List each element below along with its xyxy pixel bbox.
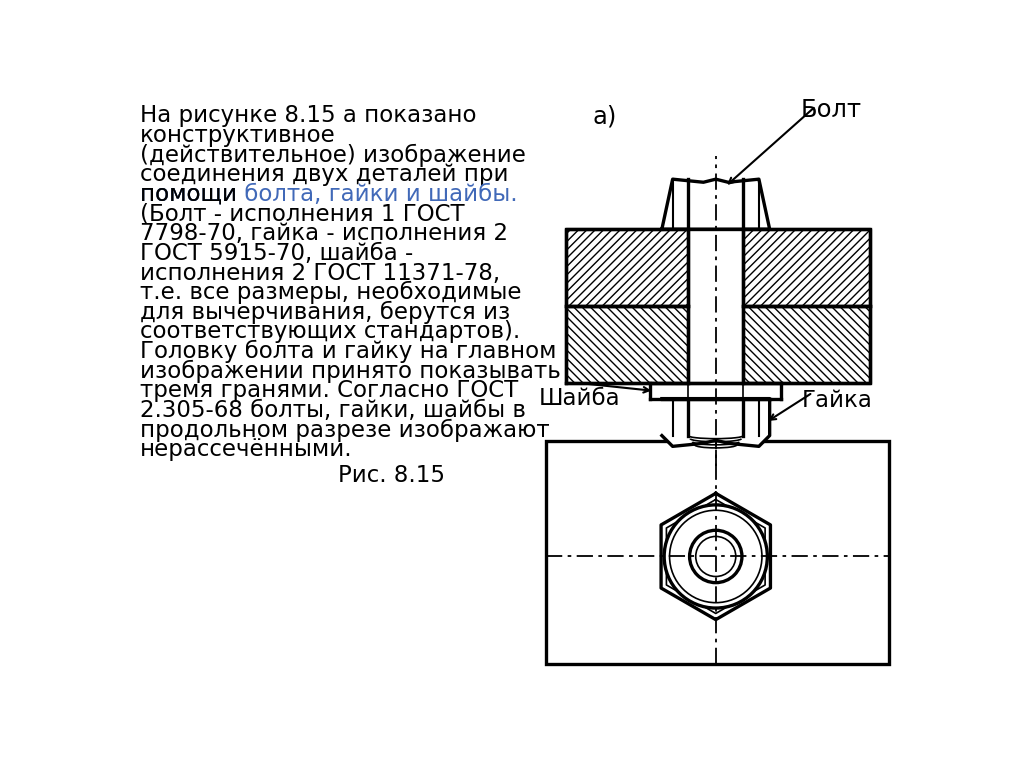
- Text: помощи: помощи: [140, 183, 244, 206]
- Text: помощи: помощи: [140, 183, 244, 206]
- Polygon shape: [662, 493, 770, 620]
- Text: тремя гранями. Согласно ГОСТ: тремя гранями. Согласно ГОСТ: [140, 379, 518, 402]
- Text: Шайба: Шайба: [539, 387, 621, 410]
- Text: На рисунке 8.15 а показано: На рисунке 8.15 а показано: [140, 104, 476, 127]
- Polygon shape: [688, 399, 743, 446]
- Polygon shape: [688, 179, 743, 446]
- Bar: [743, 306, 869, 383]
- Text: соединения двух деталей при: соединения двух деталей при: [140, 164, 508, 187]
- Circle shape: [689, 530, 742, 583]
- Polygon shape: [688, 171, 743, 229]
- Bar: [547, 441, 889, 664]
- Text: соответствующих стандартов).: соответствующих стандартов).: [140, 320, 520, 343]
- Text: Рис. 8.15: Рис. 8.15: [339, 464, 445, 487]
- Polygon shape: [662, 399, 770, 446]
- Text: (Болт - исполнения 1 ГОСТ: (Болт - исполнения 1 ГОСТ: [140, 203, 465, 226]
- Bar: [565, 229, 688, 306]
- Polygon shape: [688, 229, 743, 383]
- Bar: [565, 306, 688, 383]
- Text: т.е. все размеры, необходимые: т.е. все размеры, необходимые: [140, 281, 521, 304]
- Text: изображении принято показывать: изображении принято показывать: [140, 359, 560, 383]
- Text: нерассечёнными.: нерассечёнными.: [140, 439, 352, 462]
- Text: ГОСТ 5915-70, шайба -: ГОСТ 5915-70, шайба -: [140, 242, 413, 265]
- Text: исполнения 2 ГОСТ 11371-78,: исполнения 2 ГОСТ 11371-78,: [140, 262, 500, 285]
- Polygon shape: [650, 383, 781, 399]
- Bar: [743, 306, 869, 383]
- Text: а): а): [593, 104, 616, 128]
- Circle shape: [695, 537, 736, 577]
- Text: Гайка: Гайка: [802, 389, 872, 412]
- Text: для вычерчивания, берутся из: для вычерчивания, берутся из: [140, 301, 510, 324]
- Bar: [743, 229, 869, 306]
- Circle shape: [670, 510, 762, 603]
- Text: (действительное) изображение: (действительное) изображение: [140, 144, 525, 167]
- Bar: [565, 306, 688, 383]
- Text: 7798-70, гайка - исполнения 2: 7798-70, гайка - исполнения 2: [140, 222, 508, 245]
- Text: Головку болта и гайку на главном: Головку болта и гайку на главном: [140, 340, 556, 363]
- Bar: [565, 229, 688, 306]
- Bar: [743, 229, 869, 306]
- Circle shape: [665, 505, 767, 608]
- Text: конструктивное: конструктивное: [140, 124, 336, 147]
- Text: помощи болта, гайки и шайбы.: помощи болта, гайки и шайбы.: [140, 183, 517, 206]
- Text: Болт: Болт: [801, 98, 861, 122]
- Text: 2.305-68 болты, гайки, шайбы в: 2.305-68 болты, гайки, шайбы в: [140, 399, 525, 422]
- Polygon shape: [662, 179, 770, 229]
- Text: продольном разрезе изображают: продольном разрезе изображают: [140, 419, 550, 442]
